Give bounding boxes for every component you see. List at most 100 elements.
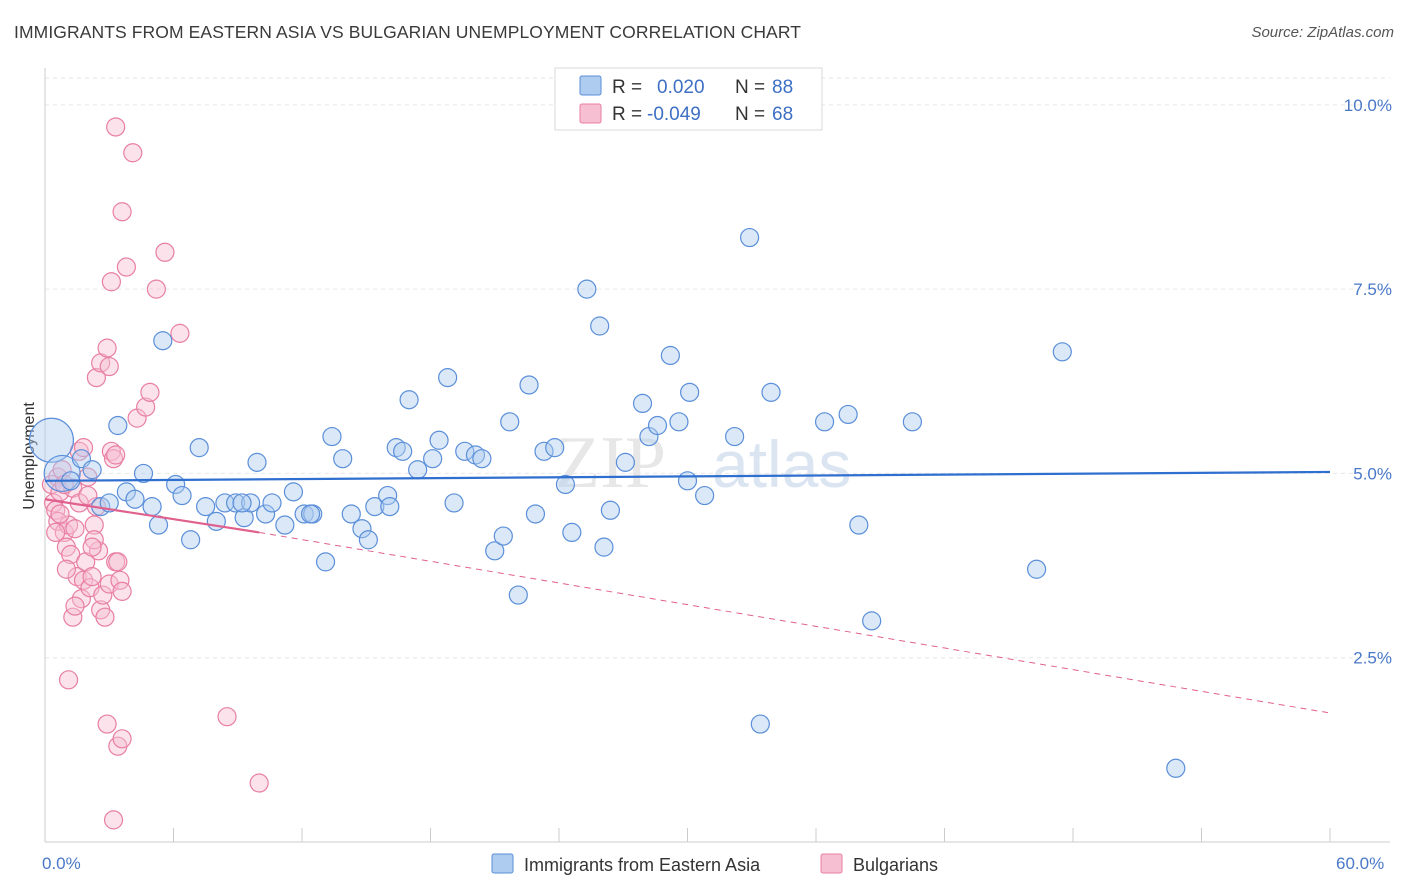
eastern-asia-point [500,412,520,432]
bulgarians-point [46,522,66,543]
bulgarians-point [112,729,132,749]
watermark-atlas: atlas [712,427,851,501]
eastern-asia-point [399,390,419,410]
bulgarians-point [146,279,166,299]
bulgarians-point [97,714,117,734]
legend-r-label-blue: R = [612,77,642,98]
bulgarians-point [112,581,132,601]
legend-r-value-pink: -0.049 [647,104,701,125]
watermark-zip: ZIP [555,422,666,504]
bulgarians-point [249,773,269,793]
eastern-asia-point [814,412,835,432]
eastern-asia-point [386,438,406,458]
eastern-asia-point [660,345,680,366]
eastern-asia-point [577,279,597,299]
bulgarians-point [116,257,136,277]
axes [44,68,1390,843]
bulgarians-point [112,202,132,222]
eastern-asia-point [590,316,610,336]
bulgarians-point [106,117,126,137]
eastern-asia-point [594,537,614,557]
eastern-asia-point [393,441,413,461]
eastern-asia-point [283,482,304,502]
eastern-asia-point [632,393,653,413]
eastern-asia-point [444,493,464,513]
trend-lines [44,470,1331,714]
y-tick-label: 2.5% [1353,649,1392,668]
bulgarians-point [101,272,121,292]
eastern-asia-point [322,426,342,447]
eastern-asia-point [680,382,700,402]
grid-lines [45,77,1390,659]
bulgarians-point [65,596,85,616]
y-tick-labels: 2.5% 5.0% 7.5% 10.0% [1344,96,1392,668]
eastern-asia-point [534,441,554,461]
chart-title: IMMIGRANTS FROM EASTERN ASIA VS BULGARIA… [14,22,802,42]
eastern-asia-point [525,504,546,524]
bulgarians-point [97,338,117,358]
eastern-asia-points [28,227,1186,778]
eastern-asia-point [465,445,486,465]
eastern-asia-point [28,417,75,463]
x-tick-label-max: 60.0% [1336,854,1384,873]
legend-n-value-blue: 88 [772,77,793,98]
eastern-asia-point [82,460,102,480]
bulgarians-point [78,485,98,506]
y-tick-label: 7.5% [1353,280,1392,299]
legend-r-value-blue: 0.020 [657,77,705,98]
eastern-asia-point [1026,559,1047,579]
bulgarians-point [50,504,70,524]
eastern-asia-point [615,452,635,472]
eastern-asia-point [725,426,745,447]
eastern-asia-point [849,515,869,535]
bulgarians-point [67,567,87,587]
bulgarians-point [56,559,77,579]
bulgarians-point [108,552,128,572]
eastern-asia-point [519,375,539,395]
legend-r-label-pink: R = [612,104,642,125]
bulgarians-point [136,397,156,417]
bottom-legend-swatch-blue [491,853,514,874]
eastern-asia-point [555,474,576,495]
bulgarians-point [84,530,104,550]
bottom-legend-label-pink: Bulgarians [853,855,938,875]
eastern-asia-point [750,714,770,734]
eastern-asia-point [562,522,582,543]
eastern-asia-point [677,471,698,491]
eastern-asia-point [838,404,858,425]
eastern-asia-point [365,497,385,517]
eastern-asia-point [181,530,201,550]
bulgarians-point [88,541,109,561]
bulgarians-point [99,356,119,377]
eastern-asia-point [669,412,689,432]
eastern-asia-point [108,415,128,436]
eastern-asia-point [472,449,492,469]
source-credit: Source: ZipAtlas.com [1251,24,1394,41]
eastern-asia-trend-line [44,470,1331,482]
bulgarians-point [170,323,190,343]
eastern-asia-point [761,382,781,402]
eastern-asia-point [255,504,276,524]
eastern-asia-point [226,493,246,513]
y-axis-label: Unemployment [21,402,38,510]
eastern-asia-point [545,438,565,458]
eastern-asia-point [232,493,252,513]
eastern-asia-point [125,489,145,509]
eastern-asia-point [352,519,372,539]
eastern-asia-point [902,412,922,432]
bulgarians-trend-line [44,498,260,534]
eastern-asia-point [333,449,353,469]
legend-n-label-pink: N = [735,104,765,125]
bulgarians-point [84,515,104,535]
bulgarians-trend-extension [259,531,1331,714]
bottom-legend-swatch-pink [820,853,843,874]
legend-n-label-blue: N = [735,77,765,98]
legend-n-value-pink: 68 [772,104,793,125]
bottom-legend-label-blue: Immigrants from Eastern Asia [524,855,761,875]
bulgarians-point [82,537,102,557]
x-ticks [44,828,1331,842]
eastern-asia-point [429,430,449,450]
eastern-asia-point [358,530,378,550]
eastern-asia-point [196,497,216,517]
